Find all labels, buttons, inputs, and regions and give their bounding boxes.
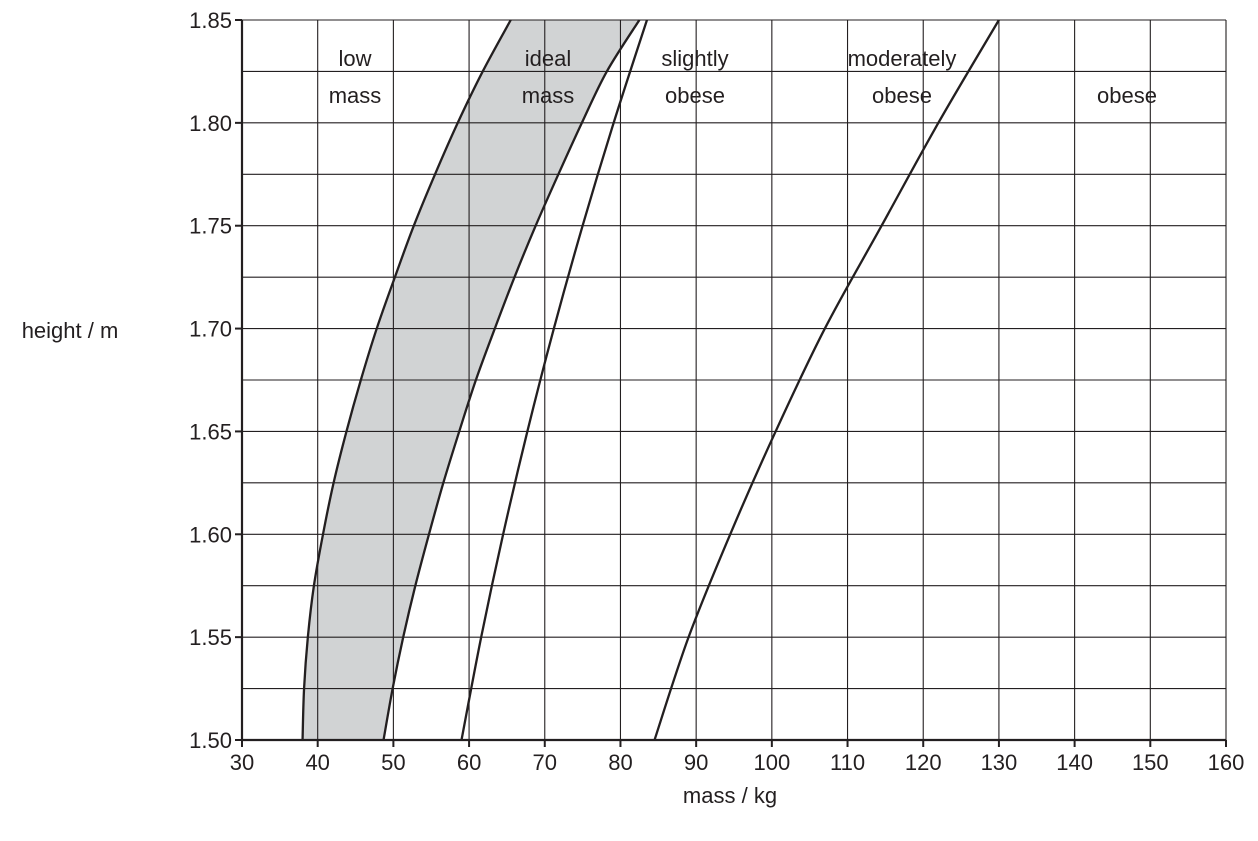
axes xyxy=(235,19,1227,747)
y-tick-label: 1.85 xyxy=(189,8,232,33)
region-label-obese: obese xyxy=(1097,83,1157,108)
y-tick-labels: 1.50 1.55 1.60 1.65 1.70 1.75 1.80 1.85 xyxy=(189,8,232,753)
grid xyxy=(241,19,1227,741)
x-tick-label: 160 xyxy=(1208,750,1245,775)
region-labels: low mass ideal mass slightly obese moderately o… xyxy=(329,46,1157,108)
x-tick-label: 130 xyxy=(981,750,1018,775)
x-tick-label: 100 xyxy=(753,750,790,775)
y-axis-label: height / m xyxy=(22,318,119,343)
x-tick-label: 140 xyxy=(1056,750,1093,775)
y-tick-label: 1.50 xyxy=(189,728,232,753)
x-tick-label: 40 xyxy=(305,750,329,775)
x-tick-label: 120 xyxy=(905,750,942,775)
x-tick-label: 80 xyxy=(608,750,632,775)
y-tick-label: 1.70 xyxy=(189,317,232,342)
y-tick-label: 1.55 xyxy=(189,625,232,650)
x-tick-label: 60 xyxy=(457,750,481,775)
curve-boundary-4 xyxy=(653,19,1000,741)
x-tick-label: 150 xyxy=(1132,750,1169,775)
y-tick-label: 1.75 xyxy=(189,214,232,239)
y-tick-label: 1.65 xyxy=(189,419,232,444)
region-label-moderately-obese: moderately obese xyxy=(848,46,957,108)
x-tick-label: 110 xyxy=(830,750,865,775)
x-tick-labels: 30 40 50 60 70 80 90 100 110 120 130 140 150 160 xyxy=(230,750,1245,775)
boundary-curves xyxy=(301,19,1000,741)
region-label-low-mass: low mass xyxy=(329,46,382,108)
region-label-ideal-mass: ideal mass xyxy=(522,46,575,108)
x-axis-label: mass / kg xyxy=(683,783,777,808)
curve-boundary-3 xyxy=(460,19,649,741)
curve-boundary-1 xyxy=(301,19,512,741)
x-tick-label: 90 xyxy=(684,750,708,775)
y-tick-label: 1.60 xyxy=(189,522,232,547)
x-tick-label: 30 xyxy=(230,750,254,775)
x-tick-label: 70 xyxy=(533,750,557,775)
x-tick-label: 50 xyxy=(381,750,405,775)
y-tick-label: 1.80 xyxy=(189,111,232,136)
region-label-slightly-obese: slightly obese xyxy=(661,46,728,108)
curve-boundary-2 xyxy=(382,19,641,741)
